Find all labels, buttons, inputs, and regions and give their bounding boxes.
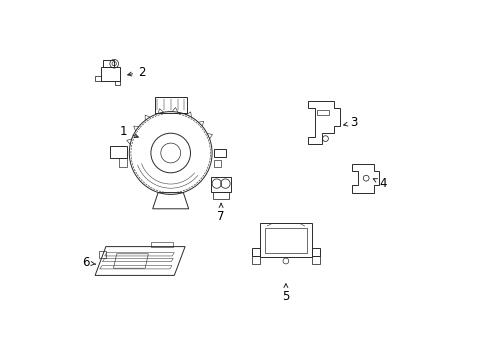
Text: 2: 2 <box>127 66 145 78</box>
Text: 4: 4 <box>372 177 386 190</box>
Text: 1: 1 <box>120 125 138 138</box>
Text: 5: 5 <box>282 284 289 303</box>
Text: 6: 6 <box>82 256 95 269</box>
Text: 7: 7 <box>217 203 224 222</box>
Text: 3: 3 <box>343 116 357 129</box>
